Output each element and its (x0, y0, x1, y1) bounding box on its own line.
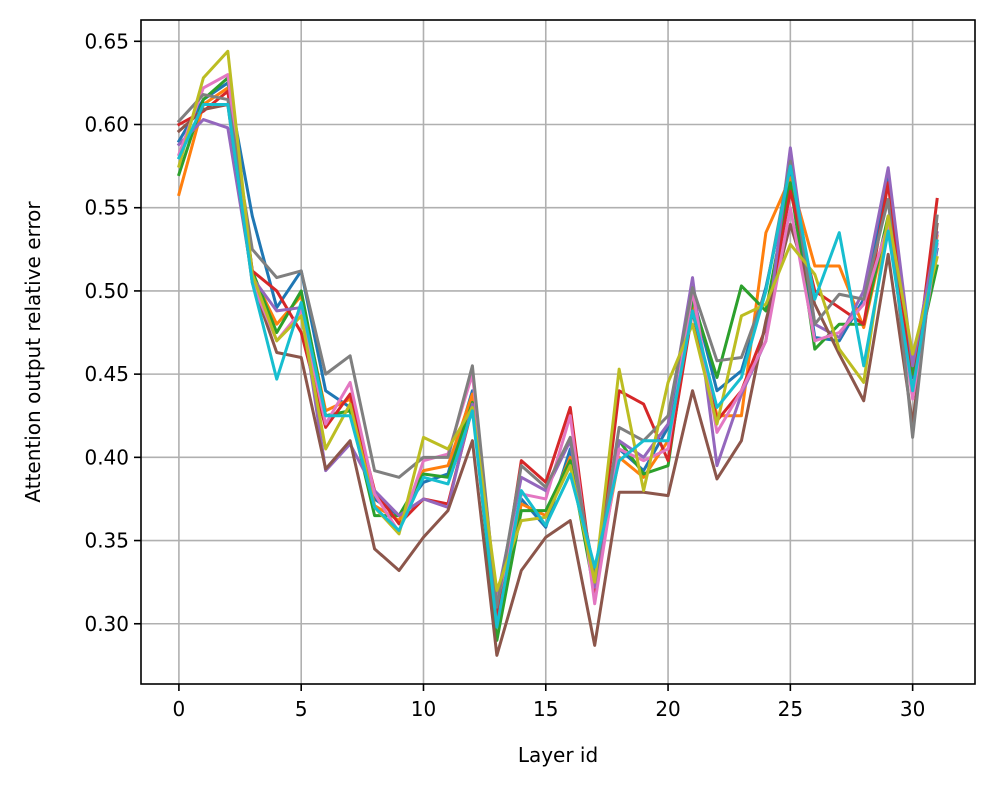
series-layer (176, 49, 939, 657)
y-tick-label: 0.35 (84, 529, 129, 553)
y-tick-label: 0.60 (84, 113, 129, 137)
y-tick-label: 0.45 (84, 362, 129, 386)
series-line-6 (176, 73, 939, 606)
x-tick-label: 30 (900, 697, 925, 721)
y-tick-label: 0.65 (84, 29, 129, 53)
y-tick-label: 0.55 (84, 196, 129, 220)
x-tick-label: 15 (533, 697, 558, 721)
x-tick-label: 5 (295, 697, 308, 721)
grid (141, 20, 975, 684)
y-tick-label: 0.40 (84, 445, 129, 469)
x-tick-label: 10 (411, 697, 436, 721)
x-tick-label: 25 (778, 697, 803, 721)
y-tick-label: 0.50 (84, 279, 129, 303)
y-axis-label: Attention output relative error (21, 201, 45, 503)
y-axis: 0.30 0.35 0.40 0.45 0.50 0.55 0.60 0.65 (84, 29, 141, 636)
x-axis: 0 5 10 15 20 25 30 (173, 684, 925, 721)
x-axis-label: Layer id (518, 743, 598, 767)
y-tick-label: 0.30 (84, 612, 129, 636)
series-line-9 (176, 103, 939, 629)
x-tick-label: 0 (173, 697, 186, 721)
plot-frame (140, 19, 976, 685)
series-line-7 (176, 93, 939, 609)
x-tick-label: 20 (655, 697, 680, 721)
